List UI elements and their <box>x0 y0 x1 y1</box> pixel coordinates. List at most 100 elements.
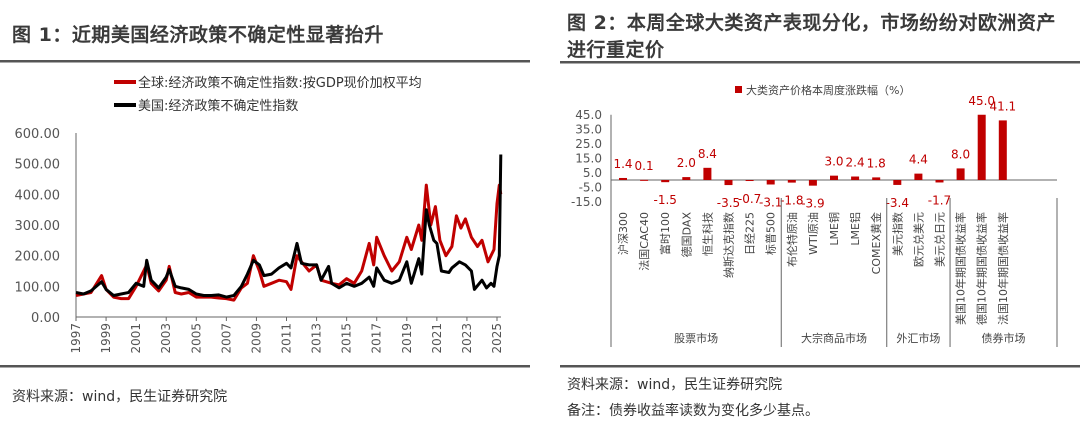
group-label: 外汇市场 <box>896 331 940 345</box>
x-tick-label: 1999 <box>99 323 113 354</box>
category-label: COMEX黄金 <box>869 212 883 274</box>
bar <box>956 168 965 180</box>
data-label: 8.0 <box>951 147 970 161</box>
data-label: 41.1 <box>989 99 1016 113</box>
category-label: 标普500 <box>764 212 778 255</box>
group-label: 股票市场 <box>674 331 718 345</box>
category-label: 美元兑日元 <box>933 212 947 267</box>
bar <box>872 177 881 180</box>
bar <box>977 114 986 180</box>
data-label: -3.5 <box>717 196 740 210</box>
left-source-note: 资料来源：wind，民生证券研究院 <box>12 389 228 405</box>
data-label: -1.5 <box>653 193 676 207</box>
group-label: 债券市场 <box>982 331 1026 345</box>
y-tick-label: 500.00 <box>15 158 61 173</box>
category-label: 富时100 <box>658 212 672 255</box>
bar <box>682 177 691 180</box>
right-remark-note: 备注：债券收益率读数为变化多少基点。 <box>567 403 819 419</box>
x-tick-label: 2007 <box>219 323 233 354</box>
y-tick-label: 15.0 <box>575 151 602 165</box>
category-label: WTI原油 <box>806 212 820 255</box>
category-label: 欧元兑美元 <box>911 212 925 267</box>
data-label: -1.8 <box>780 194 803 208</box>
data-label: -3.9 <box>801 197 824 211</box>
category-label: 布伦特原油 <box>785 212 799 267</box>
bar <box>893 180 902 185</box>
x-tick-label: 2003 <box>159 323 173 354</box>
category-label: 日经225 <box>744 212 757 255</box>
data-label: 2.4 <box>846 156 865 170</box>
right-figure-title: 图 2：本周全球大类资产表现分化，市场纷纷对欧洲资产进行重定价 <box>567 12 1056 61</box>
x-tick-label: 2001 <box>129 323 143 354</box>
right-bar-chart: -15.0-5.05.015.025.035.045.0大类资产价格本周度涨跌幅… <box>571 83 1058 347</box>
bar <box>724 180 733 186</box>
legend-label: 全球:经济政策不确定性指数:按GDP现价加权平均 <box>138 75 422 91</box>
data-label: -3.1 <box>759 195 782 209</box>
left-bottom-divider <box>0 365 530 368</box>
data-label: -3.4 <box>886 196 909 210</box>
left-title-divider <box>0 60 530 63</box>
category-label: 法国CAC40 <box>637 212 651 271</box>
y-tick-label: -15.0 <box>571 195 602 209</box>
category-label: 美国10年期国债收益率 <box>954 212 968 325</box>
category-label: LME铝 <box>848 212 862 246</box>
bar <box>661 180 670 183</box>
y-tick-label: -5.0 <box>579 180 602 194</box>
data-label: 1.8 <box>867 156 886 170</box>
bar <box>745 180 754 182</box>
data-label: 8.4 <box>698 147 717 161</box>
x-tick-label: 1997 <box>69 323 83 354</box>
x-tick-label: 2013 <box>310 323 324 354</box>
data-label: 3.0 <box>824 155 843 169</box>
y-tick-label: 5.0 <box>583 166 602 180</box>
right-source-note: 资料来源：wind，民生证券研究院 <box>567 377 783 393</box>
y-tick-label: 400.00 <box>15 188 61 203</box>
data-label: 45.0 <box>968 94 995 108</box>
bar <box>830 175 838 180</box>
x-tick-label: 2023 <box>460 323 474 354</box>
bar <box>619 177 627 180</box>
left-figure-title: 图 1：近期美国经济政策不确定性显著抬升 <box>12 24 384 46</box>
y-tick-label: 600.00 <box>15 127 61 142</box>
y-tick-label: 25.0 <box>575 137 602 151</box>
x-tick-label: 2009 <box>249 323 263 354</box>
legend-label: 美国:经济政策不确定性指数 <box>138 98 298 114</box>
category-label: 德国DAX <box>679 212 693 258</box>
group-label: 大宗商品市场 <box>801 331 867 345</box>
bar <box>851 176 860 180</box>
bar <box>787 180 796 183</box>
series-line-us <box>75 154 503 299</box>
category-label: 沪深300 <box>616 212 630 255</box>
data-label: -1.7 <box>928 193 951 207</box>
right-bottom-divider <box>560 365 1080 368</box>
legend-swatch <box>735 86 742 93</box>
y-tick-label: 35.0 <box>575 122 602 136</box>
legend-label: 大类资产价格本周度涨跌幅（%） <box>746 83 910 97</box>
y-tick-label: 45.0 <box>575 108 602 122</box>
category-label: 纳斯达克指数 <box>722 212 736 278</box>
category-label: LME铜 <box>827 212 841 246</box>
bar <box>766 180 775 185</box>
data-label: 1.4 <box>613 157 632 171</box>
x-tick-label: 2021 <box>430 323 444 354</box>
y-tick-label: 200.00 <box>15 250 61 265</box>
category-label: 德国10年期国债收益率 <box>975 212 989 325</box>
right-title-divider <box>560 61 1080 64</box>
data-label: -0.7 <box>738 192 761 206</box>
x-tick-label: 2005 <box>189 323 203 354</box>
left-line-chart: 0.00 100.00 200.00 300.00 400.00 500.00 600.00… <box>15 75 505 354</box>
data-label: 2.0 <box>677 156 696 170</box>
x-tick-label: 2011 <box>280 323 294 354</box>
bar <box>640 179 649 181</box>
category-label: 法国10年期国债收益率 <box>996 212 1010 325</box>
bar <box>935 180 944 183</box>
category-label: 美元指数 <box>890 212 904 256</box>
bar <box>914 173 923 180</box>
x-tick-label: 2017 <box>370 323 384 354</box>
bar <box>703 167 712 180</box>
y-tick-label: 0.00 <box>31 311 60 326</box>
y-tick-label: 100.00 <box>15 280 61 295</box>
data-label: 4.4 <box>909 153 928 167</box>
data-label: 0.1 <box>635 159 654 173</box>
